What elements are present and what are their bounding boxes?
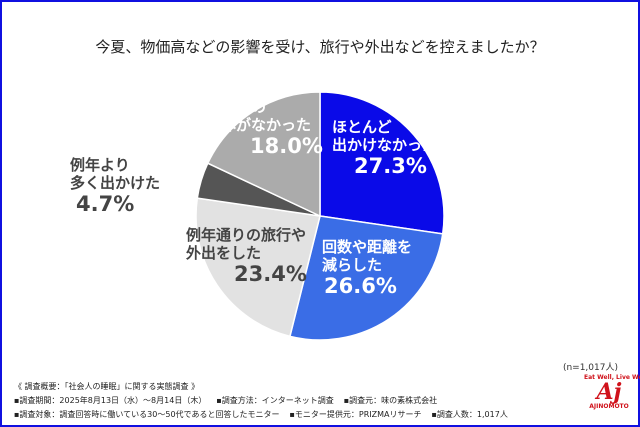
survey-line-1: ▪調査期間：2025年8月13日（水）～8月14日（木） ▪調査方法：インターネッ… — [14, 396, 438, 405]
label-slice-4: 旅行や外出の 予定自体がなかった 18.0% — [176, 98, 323, 158]
label-slice-3: 例年より 多く出かけた 4.7% — [70, 156, 161, 216]
chart-title: 今夏、物価高などの影響を受け、旅行や外出などを控えましたか？ — [95, 38, 545, 56]
pie-slice-1 — [289, 215, 444, 341]
label-slice-0: ほとんど 出かけなかった 27.3% — [332, 118, 438, 178]
pie-slice-2 — [195, 197, 321, 338]
label-slice-2: 例年通りの旅行や 外出をした 23.4% — [186, 226, 307, 286]
pie-slice-4 — [206, 91, 321, 218]
sample-size: (n=1,017人) — [562, 363, 618, 373]
survey-line-2: ▪調査対象：調査回答時に働いている30～50代であると回答したモニター ▪モニター… — [14, 410, 508, 419]
label-slice-1: 回数や距離を 減らした 26.6% — [322, 238, 413, 298]
survey-heading: 《 調査概要：「社会人の睡眠」に関する実態調査 》 — [14, 382, 200, 391]
pie-slice-0 — [319, 91, 445, 235]
ajinomoto-logo: Eat Well, Live Well. Aj AJINOMOTO — [584, 374, 640, 410]
